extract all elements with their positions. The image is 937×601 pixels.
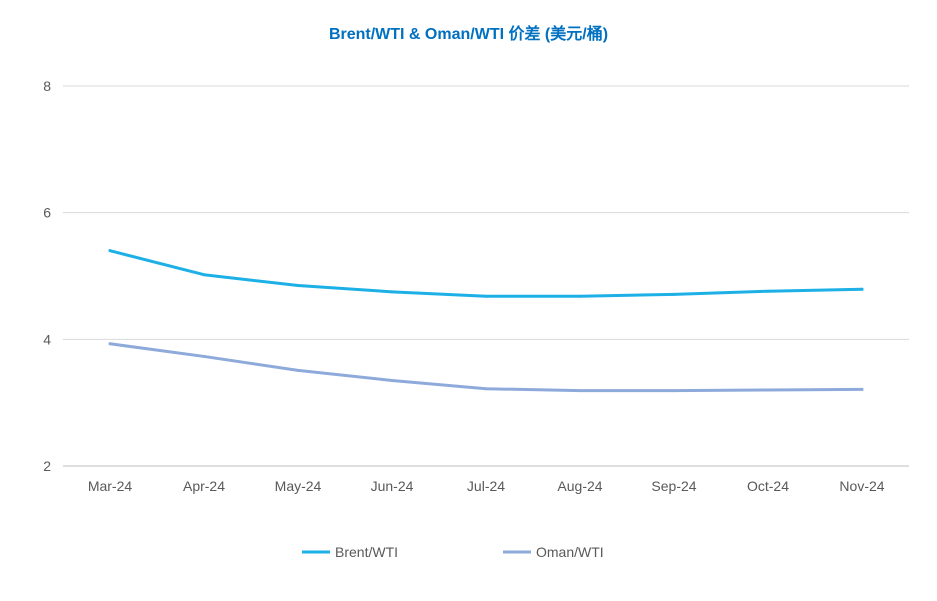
- x-axis-ticks: Mar-24 Apr-24 May-24 Jun-24 Jul-24 Aug-24 Sep-…: [88, 478, 885, 494]
- legend-label: Oman/WTI: [536, 544, 604, 560]
- data-point: [202, 273, 206, 277]
- data-point: [672, 292, 676, 296]
- y-tick-label: 4: [43, 331, 51, 347]
- chart-title: Brent/WTI & Oman/WTI 价差 (美元/桶): [328, 26, 609, 43]
- series-line-brent-wti: [108, 249, 864, 298]
- data-point: [108, 249, 112, 253]
- y-tick-label: 8: [43, 78, 51, 94]
- x-tick-label: Jun-24: [371, 478, 414, 494]
- data-point: [484, 387, 488, 391]
- data-point: [296, 284, 300, 287]
- x-tick-label: Sep-24: [651, 478, 696, 494]
- x-tick-label: Jul-24: [467, 478, 505, 494]
- x-tick-label: Oct-24: [747, 478, 789, 494]
- data-point: [672, 389, 676, 393]
- data-point: [578, 294, 582, 298]
- data-point: [296, 368, 300, 372]
- legend-label: Brent/WTI: [335, 544, 398, 560]
- data-point: [108, 342, 112, 346]
- gridlines: [63, 85, 909, 467]
- data-point: [766, 388, 770, 392]
- y-tick-label: 2: [43, 458, 51, 474]
- series-lines: [108, 249, 864, 393]
- legend: Brent/WTI Oman/WTI: [302, 544, 604, 560]
- data-point: [578, 389, 582, 393]
- data-point: [766, 289, 770, 293]
- data-point: [484, 294, 488, 298]
- y-tick-label: 6: [43, 205, 51, 221]
- x-tick-label: Aug-24: [557, 478, 602, 494]
- series-line-oman-wti: [108, 342, 864, 393]
- x-tick-label: Nov-24: [839, 478, 884, 494]
- x-tick-label: May-24: [275, 478, 322, 494]
- data-point: [390, 290, 394, 294]
- data-point: [202, 354, 206, 358]
- data-point: [860, 287, 864, 291]
- x-tick-label: Mar-24: [88, 478, 133, 494]
- y-axis-ticks: 2 4 6 8: [43, 78, 51, 474]
- x-tick-label: Apr-24: [183, 478, 225, 494]
- data-point: [860, 387, 864, 391]
- data-point: [390, 379, 394, 382]
